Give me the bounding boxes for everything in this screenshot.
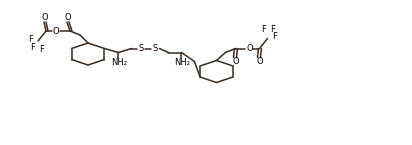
Text: F: F xyxy=(270,25,275,34)
Text: O: O xyxy=(42,13,48,22)
Text: NH₂: NH₂ xyxy=(112,58,127,67)
Text: S: S xyxy=(153,44,158,53)
Text: O: O xyxy=(53,27,59,36)
Text: NH₂: NH₂ xyxy=(174,58,190,67)
Text: S: S xyxy=(139,44,144,53)
Text: F: F xyxy=(272,32,277,41)
Text: O: O xyxy=(232,57,239,66)
Text: F: F xyxy=(261,25,266,34)
Text: F: F xyxy=(30,44,35,52)
Text: F: F xyxy=(28,35,33,44)
Text: O: O xyxy=(256,57,263,66)
Text: O: O xyxy=(246,44,253,53)
Text: F: F xyxy=(40,45,44,54)
Text: O: O xyxy=(65,13,71,22)
